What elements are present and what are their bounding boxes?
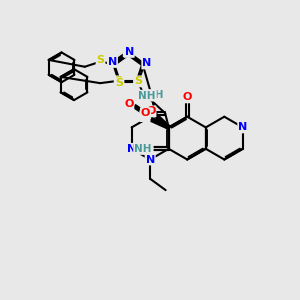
Text: O: O	[141, 108, 150, 118]
Text: S: S	[134, 76, 142, 86]
Text: O: O	[124, 99, 134, 109]
Text: NH: NH	[134, 144, 152, 154]
Text: S: S	[116, 78, 124, 88]
Text: O: O	[146, 106, 156, 116]
Text: N: N	[142, 58, 152, 68]
Text: O: O	[183, 92, 192, 102]
Text: NH: NH	[138, 91, 156, 100]
Text: S: S	[97, 55, 104, 65]
Text: O: O	[140, 111, 150, 121]
Text: N: N	[124, 47, 134, 57]
Text: N: N	[146, 154, 155, 164]
Text: N: N	[108, 57, 117, 67]
Text: S: S	[115, 76, 123, 86]
Text: NH: NH	[146, 90, 164, 100]
Text: N: N	[238, 122, 248, 132]
Text: NH: NH	[135, 144, 153, 154]
Text: N: N	[127, 144, 136, 154]
Text: N: N	[124, 46, 133, 56]
